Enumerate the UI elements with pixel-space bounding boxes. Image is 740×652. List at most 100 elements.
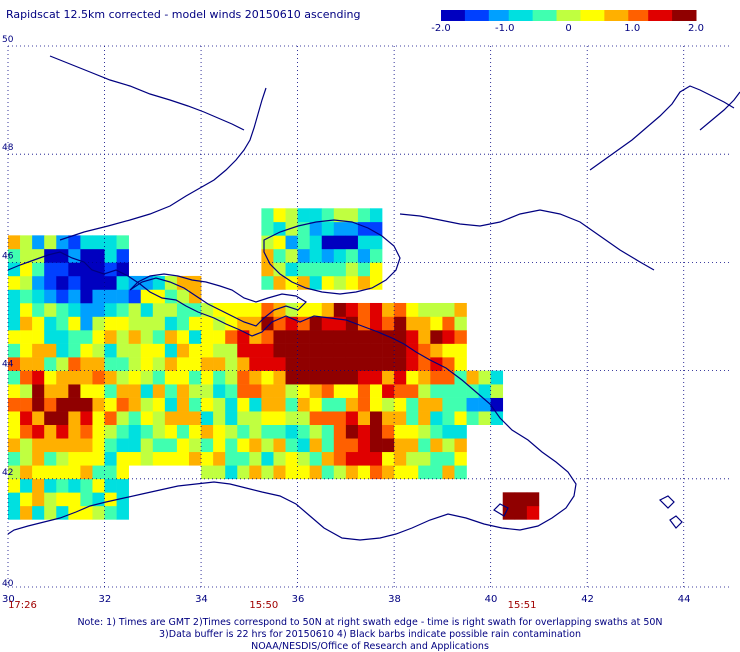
wind-pixel — [297, 370, 310, 385]
wind-pixel — [357, 370, 371, 385]
wind-pixel — [225, 451, 238, 466]
colorbar-swatch — [616, 10, 621, 21]
wind-pixel — [273, 248, 286, 263]
wind-pixel — [80, 465, 93, 480]
wind-pixel — [418, 330, 431, 344]
wind-pixel — [104, 262, 117, 277]
wind-pixel — [152, 451, 166, 466]
wind-pixel — [116, 248, 129, 263]
wind-pixel — [249, 397, 262, 412]
wind-pixel — [80, 478, 93, 493]
wind-pixel — [56, 302, 69, 317]
colorbar-swatch — [592, 10, 597, 21]
wind-pixel — [213, 397, 226, 412]
wind-pixel — [44, 465, 57, 480]
wind-pixel — [406, 302, 419, 317]
wind-pixel — [164, 357, 178, 371]
wind-pixel — [333, 275, 347, 290]
latitude-tick-label: 48 — [2, 143, 14, 153]
wind-pixel — [176, 330, 190, 344]
wind-pixel — [8, 275, 21, 290]
wind-pixel — [80, 302, 93, 317]
wind-pixel — [237, 343, 250, 358]
wind-pixel — [80, 357, 93, 371]
wind-pixel — [333, 221, 347, 236]
wind-pixel — [56, 275, 69, 290]
wind-pixel — [213, 451, 226, 466]
wind-pixel — [345, 438, 359, 453]
wind-pixel — [92, 235, 105, 250]
wind-pixel — [261, 465, 274, 480]
wind-pixel — [225, 397, 238, 412]
wind-pixel — [382, 438, 395, 453]
wind-pixel — [297, 208, 310, 223]
wind-pixel — [8, 370, 21, 385]
wind-pixel — [430, 424, 443, 439]
wind-pixel — [321, 384, 335, 398]
colorbar-swatch — [448, 10, 454, 21]
wind-pixel — [116, 343, 129, 358]
wind-pixel — [285, 451, 298, 466]
wind-pixel — [454, 438, 467, 453]
wind-pixel — [418, 397, 431, 412]
caspian-coast-2 — [699, 91, 740, 131]
wind-pixel — [382, 397, 395, 412]
wind-pixel — [152, 370, 166, 385]
wind-pixel — [68, 275, 81, 290]
wind-pixel — [56, 411, 69, 425]
wind-pixel — [128, 451, 142, 466]
wind-pixel — [32, 275, 45, 290]
wind-pixel — [249, 330, 262, 344]
lat-lon-grid — [7, 45, 732, 588]
wind-pixel — [394, 384, 407, 398]
wind-pixel — [309, 357, 323, 371]
wind-pixel — [8, 397, 21, 412]
colorbar-swatch — [604, 10, 609, 21]
wind-pixel — [309, 221, 323, 236]
wind-pixel — [140, 384, 154, 398]
wind-pixel — [345, 343, 359, 358]
wind-pixel — [213, 438, 226, 453]
colorbar-swatch — [488, 10, 494, 21]
wind-pixel — [333, 465, 347, 480]
wind-pixel — [394, 411, 407, 425]
wind-pixel — [273, 397, 286, 412]
colorbar-swatch — [580, 10, 585, 21]
wind-pixel — [56, 438, 69, 453]
wind-pixel — [68, 370, 81, 385]
wind-pixel — [92, 478, 105, 493]
wind-pixel — [32, 424, 45, 439]
wind-pixel — [345, 397, 359, 412]
wind-pixel — [225, 465, 238, 480]
colorbar-swatch — [564, 10, 569, 21]
wind-pixel — [189, 289, 202, 304]
wind-pixel — [213, 370, 226, 385]
wind-pixel — [333, 330, 347, 344]
wind-pixel — [20, 302, 33, 317]
wind-pixel — [225, 343, 238, 358]
wind-pixel — [345, 357, 359, 371]
wind-pixel — [357, 316, 371, 331]
wind-pixel — [68, 235, 81, 250]
wind-pixel — [394, 465, 407, 480]
wind-pixel — [333, 384, 347, 398]
colorbar-swatch — [636, 10, 641, 21]
colorbar-swatch — [544, 10, 550, 21]
wind-pixel — [44, 478, 57, 493]
wind-pixel — [382, 302, 395, 317]
colorbar-swatch — [608, 10, 613, 21]
colorbar-swatch — [484, 10, 490, 21]
wind-pixel — [418, 370, 431, 385]
wind-pixel — [164, 330, 178, 344]
wind-pixel — [152, 384, 166, 398]
wind-pixel — [309, 235, 323, 250]
wind-pixel — [8, 289, 21, 304]
wind-pixel — [430, 316, 443, 331]
wind-pixel — [80, 411, 93, 425]
wind-pixel — [152, 357, 166, 371]
wind-pixel — [285, 343, 298, 358]
wind-pixel — [466, 411, 479, 425]
wind-pixel — [44, 411, 57, 425]
black-sea-coast — [7, 251, 577, 541]
colorbar-swatch — [668, 10, 673, 21]
